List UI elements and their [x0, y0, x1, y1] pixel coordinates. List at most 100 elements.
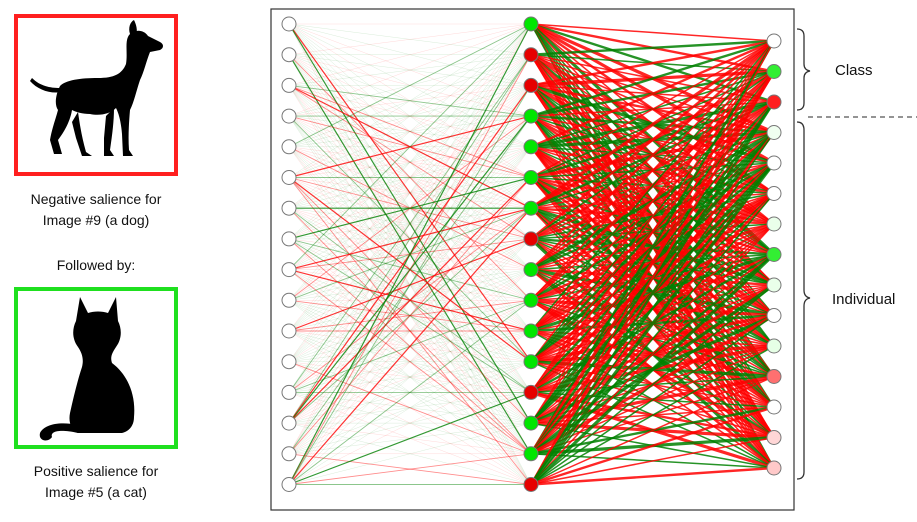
hidden-output-edge — [530, 40, 775, 424]
hidden-output-edge — [530, 132, 775, 485]
hidden-node — [523, 170, 539, 185]
input-hidden-edge — [288, 85, 532, 393]
input-hidden-edge — [288, 177, 532, 209]
input-node — [281, 415, 297, 431]
input-hidden-edge — [288, 85, 532, 362]
input-hidden-edge — [288, 300, 532, 424]
input-hidden-edge — [288, 85, 532, 270]
input-hidden-edge — [288, 84, 532, 178]
input-hidden-edge — [288, 85, 532, 240]
hidden-output-edge — [530, 40, 775, 240]
input-hidden-edge — [288, 361, 532, 424]
input-hidden-edge — [288, 146, 532, 178]
hidden-output-edge — [530, 375, 775, 486]
class-output-node — [766, 33, 782, 49]
input-hidden-edge — [288, 54, 532, 424]
hidden-output-edge — [530, 284, 775, 486]
input-hidden-edge — [288, 23, 532, 209]
positive-caption-line-2: Image #5 (a cat) — [45, 484, 147, 500]
input-hidden-edge — [288, 146, 532, 209]
input-node — [281, 139, 297, 155]
input-hidden-edge — [288, 23, 532, 332]
input-hidden-edge — [288, 146, 532, 178]
input-hidden-edge — [288, 299, 532, 332]
input-hidden-edge — [288, 177, 532, 301]
input-hidden-edge — [288, 115, 532, 485]
input-hidden-edge — [288, 330, 532, 455]
positive-salience-caption: Positive salience for Image #5 (a cat) — [0, 461, 192, 503]
input-hidden-edge — [288, 23, 532, 86]
individual-output-node — [766, 338, 782, 354]
input-hidden-edge — [288, 23, 532, 55]
hidden-output-edge — [530, 39, 775, 56]
input-hidden-edge — [288, 54, 532, 209]
input-hidden-edge — [288, 176, 532, 240]
input-hidden-edge — [288, 23, 532, 485]
input-node — [281, 16, 297, 32]
hidden-output-edge — [530, 466, 775, 486]
hidden-output-edge — [530, 314, 775, 486]
followed-by-caption: Followed by: — [56, 257, 136, 273]
individual-output-node — [766, 186, 782, 201]
input-hidden-edge — [288, 300, 532, 455]
hidden-node — [523, 384, 539, 400]
negative-salience-caption: Negative salience for Image #9 (a dog) — [0, 189, 192, 231]
input-hidden-edge — [288, 238, 532, 393]
input-hidden-edge — [288, 207, 532, 485]
hidden-node — [523, 16, 539, 32]
input-hidden-edge — [288, 269, 532, 362]
input-hidden-edge — [288, 269, 532, 455]
cat-silhouette-icon — [39, 297, 135, 441]
hidden-output-edge — [529, 162, 776, 486]
input-hidden-edge — [288, 269, 532, 362]
input-node — [281, 170, 297, 185]
input-hidden-edge — [288, 54, 532, 332]
input-hidden-edge — [288, 177, 532, 209]
hidden-node — [523, 323, 539, 339]
input-hidden-edge — [288, 23, 532, 363]
hidden-output-edges — [529, 22, 776, 486]
input-hidden-edge — [288, 23, 532, 148]
input-hidden-edge — [288, 115, 532, 240]
input-node — [281, 323, 297, 339]
input-hidden-edge — [288, 23, 532, 240]
input-hidden-edge — [288, 115, 532, 332]
input-hidden-edge — [288, 361, 532, 393]
hidden-output-edge — [530, 40, 775, 393]
input-hidden-edge — [288, 54, 532, 301]
input-hidden-edge — [288, 269, 532, 485]
negative-caption-line-1: Negative salience for — [30, 191, 162, 207]
input-hidden-edge — [288, 238, 532, 485]
hidden-output-edge — [530, 40, 775, 363]
input-hidden-edge — [288, 54, 532, 270]
individual-output-node — [766, 399, 782, 415]
input-hidden-edge — [288, 23, 532, 240]
input-hidden-edge — [288, 146, 532, 209]
hidden-output-edge — [529, 101, 776, 486]
input-hidden-edge — [288, 54, 532, 117]
input-hidden-edge — [288, 269, 532, 454]
hidden-node — [523, 108, 539, 124]
input-hidden-edge — [288, 208, 532, 454]
input-hidden-edge — [288, 207, 532, 362]
individual-output-node — [766, 247, 782, 262]
hidden-output-edge — [530, 40, 775, 301]
input-hidden-edge — [288, 84, 532, 117]
input-hidden-edge — [288, 146, 532, 301]
input-node — [281, 446, 297, 462]
hidden-output-edge — [530, 39, 775, 148]
input-hidden-edge — [288, 23, 532, 178]
input-hidden-edge — [288, 23, 532, 209]
input-hidden-edge — [288, 146, 532, 485]
input-hidden-edge — [288, 300, 532, 455]
input-hidden-edge — [288, 23, 532, 117]
input-node — [281, 354, 297, 370]
input-hidden-edge — [288, 23, 532, 424]
input-hidden-edge — [288, 85, 532, 117]
input-hidden-edge — [288, 146, 532, 240]
input-hidden-edge — [288, 23, 532, 332]
input-hidden-edge — [288, 54, 532, 178]
input-hidden-edge — [288, 54, 532, 393]
input-hidden-edge — [288, 422, 532, 485]
input-node — [281, 108, 297, 124]
